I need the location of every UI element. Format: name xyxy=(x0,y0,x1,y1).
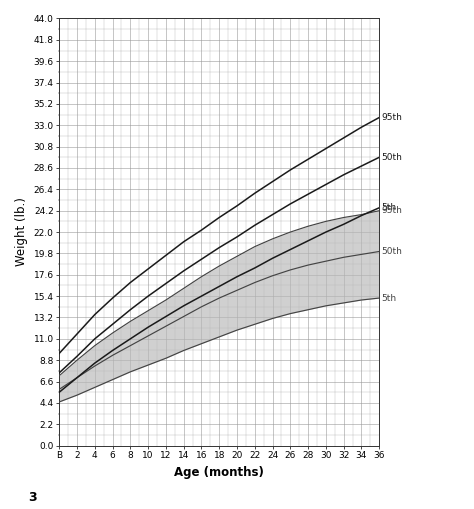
Text: 5th: 5th xyxy=(381,294,396,302)
Y-axis label: Weight (lb.): Weight (lb.) xyxy=(15,197,28,267)
Text: 5th: 5th xyxy=(381,203,396,212)
Text: 50th: 50th xyxy=(381,247,402,256)
Text: 95th: 95th xyxy=(381,206,402,215)
Text: 95th: 95th xyxy=(381,113,402,122)
X-axis label: Age (months): Age (months) xyxy=(174,466,264,479)
Text: 50th: 50th xyxy=(381,153,402,162)
Text: 3: 3 xyxy=(28,491,37,504)
